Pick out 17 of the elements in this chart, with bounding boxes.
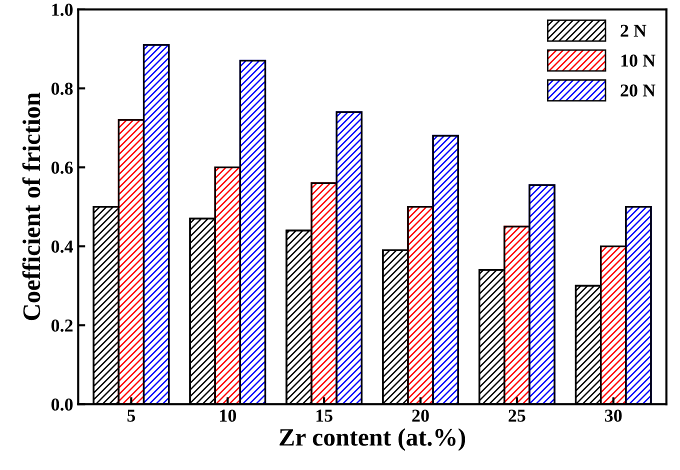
x-axis-title: Zr content (at.%) [280,428,466,451]
x-tick-label: 25 [508,410,526,422]
y-tick-label: 1.0 [52,4,73,16]
x-tick-label: 30 [605,410,622,422]
y-tick-label: 0.0 [51,398,73,411]
y-tick-label: 0.8 [51,82,73,95]
x-tick-label: 15 [316,410,332,422]
x-tick-label: 10 [220,410,236,422]
y-tick-label: 0.2 [51,319,73,332]
y-tick-label: 0.6 [51,162,73,174]
y-axis-title: Coefficient of friction [22,92,40,320]
legend-label: 2 N [620,24,646,37]
x-tick-label: 20 [412,410,429,422]
legend-label: 10 N [621,54,656,67]
legend-label: 20 N [620,84,656,97]
y-tick-label: 0.4 [51,240,74,253]
x-tick-label: 5 [127,410,136,422]
